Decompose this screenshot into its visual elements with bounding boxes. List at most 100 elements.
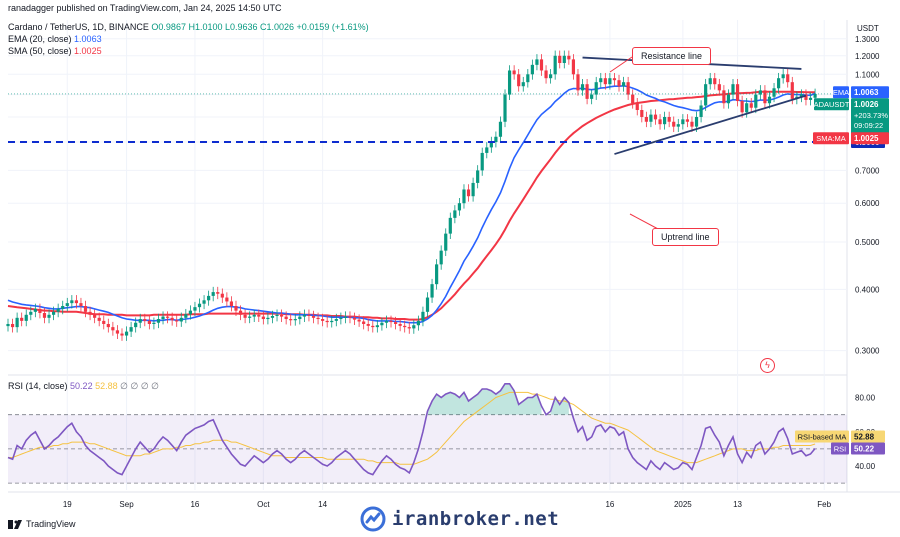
price-label-smama: SMA:MA 1.0025 xyxy=(813,132,889,145)
flash-icon[interactable]: ϟ xyxy=(760,358,775,373)
candle xyxy=(667,111,671,128)
rsi-ma-line xyxy=(8,391,816,465)
candle xyxy=(102,315,106,330)
uptrend-callout: Uptrend line xyxy=(652,228,719,246)
candle xyxy=(767,91,772,109)
ema-legend[interactable]: EMA (20, close) 1.0063 xyxy=(8,34,102,44)
sma-legend[interactable]: SMA (50, close) 1.0025 xyxy=(8,46,102,56)
candle xyxy=(549,69,553,84)
candle xyxy=(517,69,521,92)
rsi-legend[interactable]: RSI (14, close) 50.22 52.88 ∅ ∅ ∅ ∅ xyxy=(8,381,159,392)
candle xyxy=(590,89,594,105)
time-tick-label: 19 xyxy=(63,500,72,509)
price-tick-label: 0.3000 xyxy=(855,347,880,356)
uptrend-trendline xyxy=(614,94,807,155)
candle xyxy=(403,320,407,333)
candle xyxy=(576,69,580,96)
candle xyxy=(134,317,138,333)
candle xyxy=(425,292,430,318)
ema-label: EMA (20, close) xyxy=(8,34,72,44)
candle xyxy=(156,313,161,329)
svg-text:EMA: EMA xyxy=(833,88,849,97)
rsi-ma-axis-label: RSI-based MA 52.88 xyxy=(795,430,885,443)
candle xyxy=(754,89,758,114)
candle xyxy=(489,136,493,153)
candle xyxy=(758,85,762,100)
candle xyxy=(24,309,28,327)
candle xyxy=(220,288,224,303)
candle xyxy=(699,100,703,123)
tradingview-logo[interactable]: TradingView xyxy=(8,519,76,529)
candle xyxy=(311,310,316,324)
candle xyxy=(640,104,644,123)
candle xyxy=(120,328,124,341)
candle xyxy=(430,278,434,303)
candle xyxy=(330,315,334,328)
candle xyxy=(457,197,462,216)
candle xyxy=(421,306,425,327)
candle xyxy=(626,76,630,100)
candle xyxy=(29,306,33,321)
candle xyxy=(553,50,557,80)
time-tick-label: Sep xyxy=(119,500,134,509)
currency-label: USDT xyxy=(857,24,879,33)
candle xyxy=(321,313,325,327)
candle xyxy=(143,313,147,327)
tradingview-text: TradingView xyxy=(26,519,76,529)
candle xyxy=(444,228,448,257)
sma-label: SMA (50, close) xyxy=(8,46,72,56)
candle xyxy=(97,312,101,327)
candle xyxy=(375,319,379,333)
candle xyxy=(252,309,256,322)
candle xyxy=(398,318,402,332)
candle xyxy=(115,325,120,339)
candle xyxy=(106,318,110,333)
candle xyxy=(207,290,211,306)
svg-text:+203.73%: +203.73% xyxy=(854,111,888,120)
candle xyxy=(494,131,498,148)
candle xyxy=(42,307,47,324)
time-tick-label: Feb xyxy=(817,500,831,509)
rsi-label: RSI (14, close) xyxy=(8,381,68,391)
candle xyxy=(229,296,234,312)
candle xyxy=(56,303,60,318)
candle xyxy=(20,312,24,327)
candle xyxy=(147,315,151,330)
candle xyxy=(672,116,676,133)
trendlines xyxy=(8,56,847,231)
candle xyxy=(366,318,370,332)
candle xyxy=(476,165,480,189)
candle xyxy=(567,50,571,65)
candle xyxy=(512,65,516,80)
candle xyxy=(526,69,530,88)
rsi-overbought-fill xyxy=(427,383,542,415)
candle xyxy=(653,109,658,125)
candle xyxy=(184,308,188,324)
candle xyxy=(416,315,420,331)
ohlc-values: O0.9867 H1.0100 L0.9636 C1.0026 +0.0159 … xyxy=(151,22,369,32)
candle xyxy=(539,54,544,76)
candle xyxy=(804,89,808,106)
candle xyxy=(266,312,270,325)
symbol-name[interactable]: Cardano / TetherUS, 1D, BINANCE xyxy=(8,22,149,32)
rsi-overbought-fill xyxy=(550,397,569,415)
candle xyxy=(124,326,129,341)
candle xyxy=(544,65,548,84)
candle xyxy=(52,306,56,321)
candle xyxy=(799,89,803,103)
candle xyxy=(726,89,731,109)
candle xyxy=(562,50,566,69)
candle xyxy=(580,78,585,96)
candle xyxy=(498,116,503,143)
candle xyxy=(407,321,411,334)
time-tick-label: 14 xyxy=(318,500,327,509)
candle xyxy=(380,317,384,331)
candle xyxy=(138,313,142,329)
candle xyxy=(357,314,361,327)
tradingview-logo-icon xyxy=(8,519,22,529)
svg-text:RSI-based MA: RSI-based MA xyxy=(798,433,847,442)
candle xyxy=(325,315,329,328)
candle xyxy=(389,315,393,328)
candle xyxy=(289,313,293,326)
